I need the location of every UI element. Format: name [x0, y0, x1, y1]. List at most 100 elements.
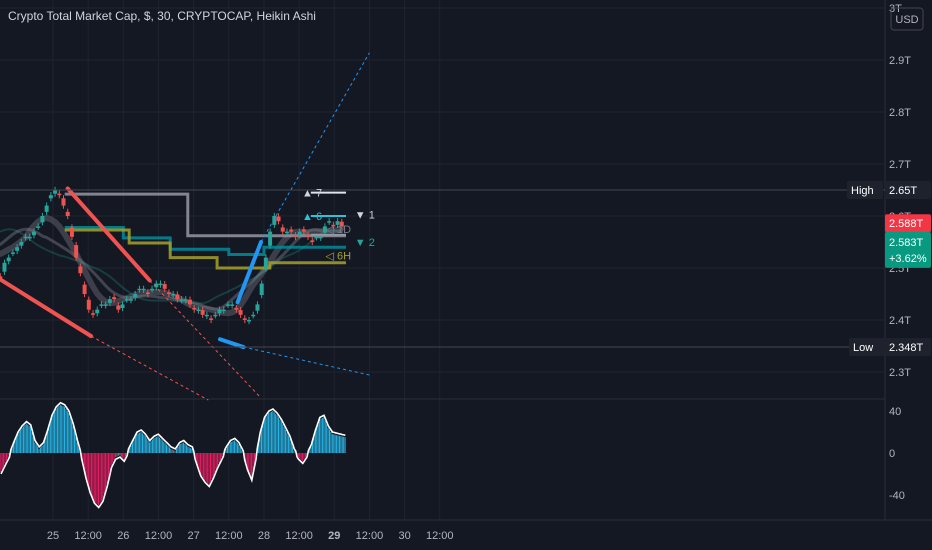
oscillator-bar — [156, 436, 158, 453]
oscillator-bar — [73, 431, 75, 453]
time-axis[interactable]: 25 12:00 26 12:00 27 12:00 28 12:00 29 12:00 30 12:… — [47, 530, 454, 542]
candle-body — [23, 236, 28, 239]
trendline-extension — [90, 335, 209, 401]
oscillator-bar — [262, 424, 264, 453]
oscillator-bar — [45, 436, 47, 453]
candle-body — [242, 318, 247, 320]
oscillator-bar — [82, 453, 84, 464]
oscillator-bar — [4, 453, 6, 464]
oscillator-bar — [180, 443, 182, 453]
oscillator-bar — [1, 453, 3, 470]
candle-body — [276, 216, 281, 222]
oscillator-bar — [228, 444, 230, 453]
oscillator-bar — [105, 453, 107, 490]
oscillator-bar — [289, 438, 291, 453]
oscillator-bar — [35, 444, 37, 453]
oscillator-bar — [14, 441, 16, 453]
oscillator-bar — [120, 453, 122, 457]
low-value: 2.348T — [889, 342, 924, 354]
oscillator-bar — [100, 453, 102, 502]
candle-body — [310, 240, 315, 242]
oscillator-bar — [218, 453, 220, 463]
price-tick-label: 2.7T — [889, 159, 911, 171]
time-tick-label: 28 — [258, 530, 270, 542]
price-tags: High 2.65T 2.588T 2.583T +3.62% Low 2.348T — [847, 181, 931, 357]
oscillator-bar — [44, 440, 46, 453]
oscillator-bar — [269, 412, 271, 453]
candle-body — [187, 299, 192, 305]
oscillator-bar — [207, 453, 209, 484]
oscillator-bar — [309, 449, 311, 453]
candle-body — [179, 299, 184, 301]
oscillator-bar — [245, 453, 247, 463]
level-marker: ▼ 2 — [355, 237, 375, 249]
oscillator-bar — [71, 421, 73, 453]
oscillator-bar — [259, 434, 261, 453]
oscillator-bar — [187, 446, 189, 453]
candle-body — [225, 304, 230, 306]
oscillator-bar — [147, 440, 149, 453]
price-tick-label: 2.9T — [889, 55, 911, 67]
step-level-lines — [64, 192, 346, 270]
oscillator-bar — [241, 450, 243, 453]
candle-body — [289, 229, 294, 232]
candle-body — [314, 236, 319, 239]
oscillator-bar — [326, 424, 328, 453]
oscillator-bar — [7, 453, 9, 458]
oscillator-bar — [205, 453, 207, 482]
oscillator-bar — [27, 424, 29, 453]
candle-body — [251, 314, 256, 317]
oscillator-bar — [21, 427, 23, 453]
candle-body — [10, 252, 15, 254]
candle-body — [116, 305, 121, 310]
oscillator-bar — [106, 453, 108, 485]
oscillator-bar — [92, 453, 94, 498]
time-tick-label: 29 — [328, 530, 340, 542]
oscillator-bar — [119, 453, 121, 456]
oscillator-bar — [217, 453, 219, 466]
oscillator-bar — [171, 449, 173, 453]
candle-body — [78, 266, 83, 274]
candle-body — [204, 314, 209, 317]
candle-body — [57, 193, 62, 196]
oscillator-bar — [188, 447, 190, 453]
oscillator-bar — [49, 422, 51, 453]
oscillator-bar — [214, 453, 216, 473]
candle-body — [48, 195, 53, 199]
candle-body — [301, 229, 306, 232]
oscillator-bar — [319, 419, 321, 453]
oscillator-bar — [124, 453, 126, 457]
level-marker: ▲ 6 — [302, 211, 322, 223]
candle-body — [95, 309, 100, 314]
oscillator-bar — [3, 453, 5, 467]
oscillator-bar — [323, 417, 325, 453]
oscillator-bar — [266, 415, 268, 453]
current-price-change: +3.62% — [889, 253, 927, 265]
oscillator-bar — [13, 444, 15, 453]
oscillator-bar — [316, 427, 318, 453]
candle-body — [53, 190, 58, 194]
oscillator-bar — [166, 444, 168, 453]
candle-body — [65, 211, 70, 216]
chart-title: Crypto Total Market Cap, $, 30, CRYPTOCA… — [8, 9, 316, 23]
high-label-bg — [847, 181, 883, 199]
oscillator-bar — [300, 453, 302, 460]
oscillator-bar — [136, 434, 138, 453]
oscillator-bar — [198, 453, 200, 470]
oscillator-bar — [330, 432, 332, 453]
high-label: High — [851, 185, 874, 197]
trendline-annotations[interactable] — [0, 52, 885, 401]
oscillator-bar — [139, 432, 141, 453]
oscillator-bar — [310, 446, 312, 453]
candle-body — [259, 283, 264, 296]
current-price-red-bg — [885, 214, 931, 233]
candle-body — [175, 294, 180, 300]
currency-box[interactable] — [890, 7, 924, 31]
oscillator-bar — [31, 432, 33, 453]
oscillator-bar — [20, 429, 22, 453]
oscillator-bar — [34, 442, 36, 453]
oscillator-bar — [344, 437, 346, 453]
trendline-extension — [149, 280, 262, 399]
moving-average-line — [0, 214, 345, 317]
